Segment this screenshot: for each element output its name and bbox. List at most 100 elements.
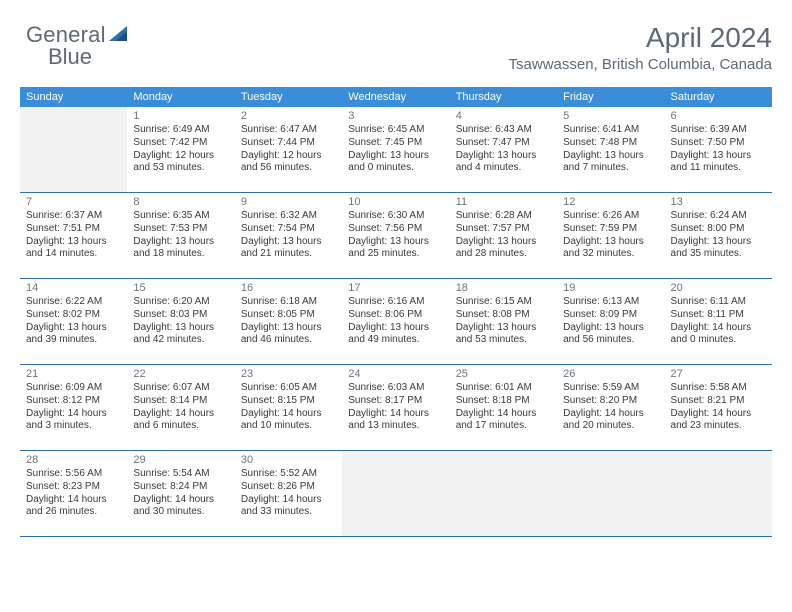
day-number: 3 — [348, 109, 443, 123]
day-cell: 20Sunrise: 6:11 AMSunset: 8:11 PMDayligh… — [665, 279, 772, 364]
day-number: 22 — [133, 367, 228, 381]
day-cell: 22Sunrise: 6:07 AMSunset: 8:14 PMDayligh… — [127, 365, 234, 450]
day-number: 5 — [563, 109, 658, 123]
day-number: 15 — [133, 281, 228, 295]
day-info: Sunrise: 6:13 AMSunset: 8:09 PMDaylight:… — [563, 296, 658, 347]
day-number: 25 — [456, 367, 551, 381]
day-number: 13 — [671, 195, 766, 209]
day-cell: 2Sunrise: 6:47 AMSunset: 7:44 PMDaylight… — [235, 107, 342, 192]
day-cell: 28Sunrise: 5:56 AMSunset: 8:23 PMDayligh… — [20, 451, 127, 536]
day-info: Sunrise: 6:18 AMSunset: 8:05 PMDaylight:… — [241, 296, 336, 347]
day-cell: 11Sunrise: 6:28 AMSunset: 7:57 PMDayligh… — [450, 193, 557, 278]
day-info: Sunrise: 5:54 AMSunset: 8:24 PMDaylight:… — [133, 468, 228, 519]
day-info: Sunrise: 6:05 AMSunset: 8:15 PMDaylight:… — [241, 382, 336, 433]
day-number: 27 — [671, 367, 766, 381]
day-cell: 8Sunrise: 6:35 AMSunset: 7:53 PMDaylight… — [127, 193, 234, 278]
day-number: 17 — [348, 281, 443, 295]
week-row: 1Sunrise: 6:49 AMSunset: 7:42 PMDaylight… — [20, 107, 772, 193]
day-info: Sunrise: 6:45 AMSunset: 7:45 PMDaylight:… — [348, 124, 443, 175]
day-info: Sunrise: 6:09 AMSunset: 8:12 PMDaylight:… — [26, 382, 121, 433]
day-cell-blank — [20, 107, 127, 192]
day-info: Sunrise: 6:16 AMSunset: 8:06 PMDaylight:… — [348, 296, 443, 347]
location: Tsawwassen, British Columbia, Canada — [509, 56, 772, 73]
day-number: 20 — [671, 281, 766, 295]
day-info: Sunrise: 5:59 AMSunset: 8:20 PMDaylight:… — [563, 382, 658, 433]
day-info: Sunrise: 6:30 AMSunset: 7:56 PMDaylight:… — [348, 210, 443, 261]
day-number: 7 — [26, 195, 121, 209]
week-row: 28Sunrise: 5:56 AMSunset: 8:23 PMDayligh… — [20, 451, 772, 537]
day-cell: 6Sunrise: 6:39 AMSunset: 7:50 PMDaylight… — [665, 107, 772, 192]
dow-cell: Wednesday — [342, 87, 449, 107]
day-cell: 12Sunrise: 6:26 AMSunset: 7:59 PMDayligh… — [557, 193, 664, 278]
day-cell: 10Sunrise: 6:30 AMSunset: 7:56 PMDayligh… — [342, 193, 449, 278]
day-number: 26 — [563, 367, 658, 381]
day-number: 2 — [241, 109, 336, 123]
day-cell: 24Sunrise: 6:03 AMSunset: 8:17 PMDayligh… — [342, 365, 449, 450]
day-cell: 16Sunrise: 6:18 AMSunset: 8:05 PMDayligh… — [235, 279, 342, 364]
day-cell-blank — [342, 451, 449, 536]
day-cell: 29Sunrise: 5:54 AMSunset: 8:24 PMDayligh… — [127, 451, 234, 536]
day-info: Sunrise: 6:35 AMSunset: 7:53 PMDaylight:… — [133, 210, 228, 261]
day-info: Sunrise: 6:11 AMSunset: 8:11 PMDaylight:… — [671, 296, 766, 347]
day-info: Sunrise: 6:32 AMSunset: 7:54 PMDaylight:… — [241, 210, 336, 261]
calendar: SundayMondayTuesdayWednesdayThursdayFrid… — [20, 87, 772, 537]
day-cell: 21Sunrise: 6:09 AMSunset: 8:12 PMDayligh… — [20, 365, 127, 450]
day-info: Sunrise: 6:43 AMSunset: 7:47 PMDaylight:… — [456, 124, 551, 175]
week-row: 21Sunrise: 6:09 AMSunset: 8:12 PMDayligh… — [20, 365, 772, 451]
dow-cell: Saturday — [665, 87, 772, 107]
day-cell: 15Sunrise: 6:20 AMSunset: 8:03 PMDayligh… — [127, 279, 234, 364]
day-info: Sunrise: 5:58 AMSunset: 8:21 PMDaylight:… — [671, 382, 766, 433]
day-info: Sunrise: 6:03 AMSunset: 8:17 PMDaylight:… — [348, 382, 443, 433]
day-cell: 4Sunrise: 6:43 AMSunset: 7:47 PMDaylight… — [450, 107, 557, 192]
triangle-icon — [108, 23, 130, 48]
week-row: 7Sunrise: 6:37 AMSunset: 7:51 PMDaylight… — [20, 193, 772, 279]
day-info: Sunrise: 6:07 AMSunset: 8:14 PMDaylight:… — [133, 382, 228, 433]
logo-word-blue: Blue — [48, 44, 92, 70]
day-info: Sunrise: 6:20 AMSunset: 8:03 PMDaylight:… — [133, 296, 228, 347]
day-number: 12 — [563, 195, 658, 209]
day-cell: 23Sunrise: 6:05 AMSunset: 8:15 PMDayligh… — [235, 365, 342, 450]
day-info: Sunrise: 6:41 AMSunset: 7:48 PMDaylight:… — [563, 124, 658, 175]
calendar-weeks: 1Sunrise: 6:49 AMSunset: 7:42 PMDaylight… — [20, 107, 772, 537]
day-cell: 18Sunrise: 6:15 AMSunset: 8:08 PMDayligh… — [450, 279, 557, 364]
day-cell: 14Sunrise: 6:22 AMSunset: 8:02 PMDayligh… — [20, 279, 127, 364]
day-cell: 26Sunrise: 5:59 AMSunset: 8:20 PMDayligh… — [557, 365, 664, 450]
dow-cell: Monday — [127, 87, 234, 107]
day-number: 14 — [26, 281, 121, 295]
day-info: Sunrise: 5:56 AMSunset: 8:23 PMDaylight:… — [26, 468, 121, 519]
day-info: Sunrise: 6:01 AMSunset: 8:18 PMDaylight:… — [456, 382, 551, 433]
day-cell: 7Sunrise: 6:37 AMSunset: 7:51 PMDaylight… — [20, 193, 127, 278]
dow-cell: Friday — [557, 87, 664, 107]
day-number: 4 — [456, 109, 551, 123]
day-cell: 17Sunrise: 6:16 AMSunset: 8:06 PMDayligh… — [342, 279, 449, 364]
day-number: 16 — [241, 281, 336, 295]
day-cell: 25Sunrise: 6:01 AMSunset: 8:18 PMDayligh… — [450, 365, 557, 450]
day-cell: 30Sunrise: 5:52 AMSunset: 8:26 PMDayligh… — [235, 451, 342, 536]
dow-cell: Sunday — [20, 87, 127, 107]
day-info: Sunrise: 6:49 AMSunset: 7:42 PMDaylight:… — [133, 124, 228, 175]
day-cell-blank — [665, 451, 772, 536]
day-cell: 9Sunrise: 6:32 AMSunset: 7:54 PMDaylight… — [235, 193, 342, 278]
day-cell: 5Sunrise: 6:41 AMSunset: 7:48 PMDaylight… — [557, 107, 664, 192]
day-number: 21 — [26, 367, 121, 381]
day-info: Sunrise: 6:22 AMSunset: 8:02 PMDaylight:… — [26, 296, 121, 347]
day-number: 9 — [241, 195, 336, 209]
dow-cell: Thursday — [450, 87, 557, 107]
day-cell: 27Sunrise: 5:58 AMSunset: 8:21 PMDayligh… — [665, 365, 772, 450]
day-number: 10 — [348, 195, 443, 209]
day-number: 28 — [26, 453, 121, 467]
day-info: Sunrise: 5:52 AMSunset: 8:26 PMDaylight:… — [241, 468, 336, 519]
title-block: April 2024 Tsawwassen, British Columbia,… — [509, 22, 772, 73]
day-info: Sunrise: 6:28 AMSunset: 7:57 PMDaylight:… — [456, 210, 551, 261]
day-of-week-header: SundayMondayTuesdayWednesdayThursdayFrid… — [20, 87, 772, 107]
day-number: 24 — [348, 367, 443, 381]
day-cell-blank — [557, 451, 664, 536]
dow-cell: Tuesday — [235, 87, 342, 107]
week-row: 14Sunrise: 6:22 AMSunset: 8:02 PMDayligh… — [20, 279, 772, 365]
day-cell: 3Sunrise: 6:45 AMSunset: 7:45 PMDaylight… — [342, 107, 449, 192]
day-info: Sunrise: 6:26 AMSunset: 7:59 PMDaylight:… — [563, 210, 658, 261]
header: General April 2024 Tsawwassen, British C… — [20, 22, 772, 73]
month-title: April 2024 — [509, 22, 772, 54]
day-number: 8 — [133, 195, 228, 209]
day-cell: 19Sunrise: 6:13 AMSunset: 8:09 PMDayligh… — [557, 279, 664, 364]
